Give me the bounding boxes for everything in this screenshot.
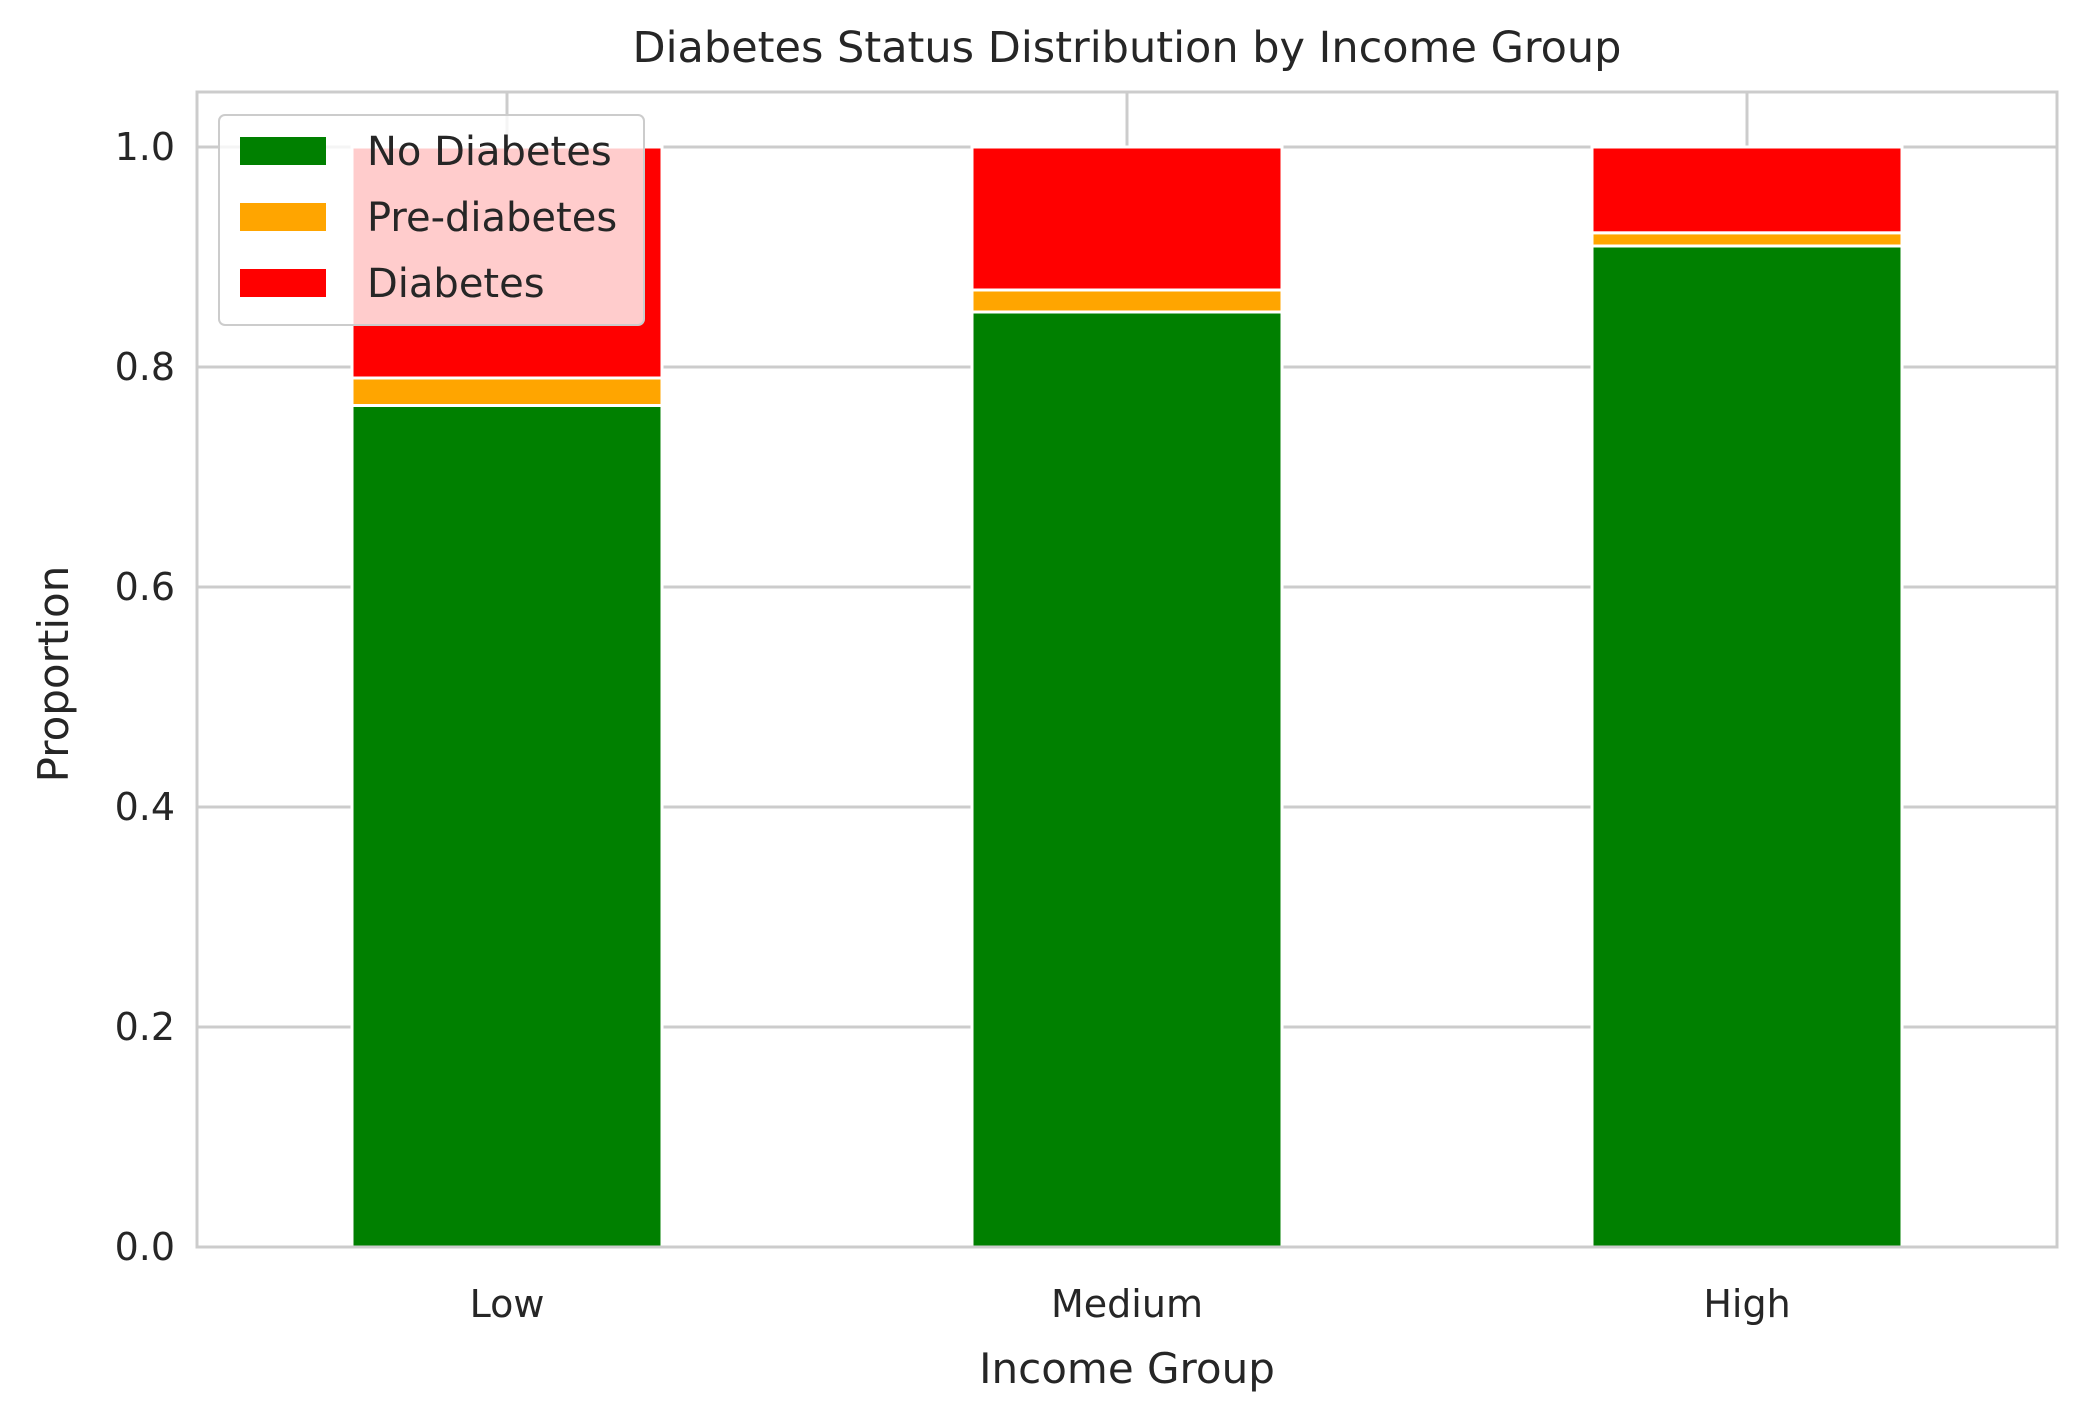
legend-item-pre-diabetes: Pre-diabetes bbox=[240, 195, 617, 241]
y-tick-label: 0.6 bbox=[115, 565, 175, 609]
x-tick-label: Medium bbox=[1051, 1282, 1203, 1326]
x-tick-label: High bbox=[1703, 1282, 1790, 1326]
legend-swatch bbox=[240, 137, 326, 165]
bar-pre-diabetes-low bbox=[350, 376, 664, 407]
legend-swatch bbox=[240, 269, 326, 297]
legend-label: No Diabetes bbox=[367, 129, 612, 175]
x-axis-title: Income Group bbox=[979, 1344, 1275, 1393]
y-tick-label: 0.2 bbox=[115, 1005, 175, 1049]
x-tick-labels: Low Medium High bbox=[470, 1282, 1791, 1326]
bar-diabetes-high bbox=[1590, 145, 1904, 235]
x-tick-label: Low bbox=[470, 1282, 545, 1326]
y-axis-title: Proportion bbox=[29, 566, 78, 783]
plot-frame bbox=[195, 90, 2059, 1249]
bar-diabetes-medium bbox=[970, 145, 1284, 292]
y-tick-label: 0.0 bbox=[115, 1225, 175, 1269]
legend-label: Diabetes bbox=[367, 261, 545, 307]
legend: No Diabetes Pre-diabetes Diabetes bbox=[218, 114, 645, 326]
chart-title: Diabetes Status Distribution by Income G… bbox=[633, 23, 1622, 73]
bar-no-diabetes-low bbox=[350, 404, 664, 1249]
y-tick-label: 0.4 bbox=[115, 785, 175, 829]
y-tick-labels: 0.0 0.2 0.4 0.6 0.8 1.0 bbox=[115, 125, 175, 1269]
bar-no-diabetes-medium bbox=[970, 310, 1284, 1249]
bar-pre-diabetes-medium bbox=[970, 288, 1284, 314]
bar-pre-diabetes-high bbox=[1590, 231, 1904, 248]
legend-swatch bbox=[240, 203, 326, 231]
legend-label: Pre-diabetes bbox=[367, 195, 617, 241]
legend-item-diabetes: Diabetes bbox=[240, 261, 545, 307]
y-tick-label: 1.0 bbox=[115, 125, 175, 169]
y-tick-label: 0.8 bbox=[115, 345, 175, 389]
bar-no-diabetes-high bbox=[1590, 244, 1904, 1249]
legend-item-no-diabetes: No Diabetes bbox=[240, 129, 612, 175]
